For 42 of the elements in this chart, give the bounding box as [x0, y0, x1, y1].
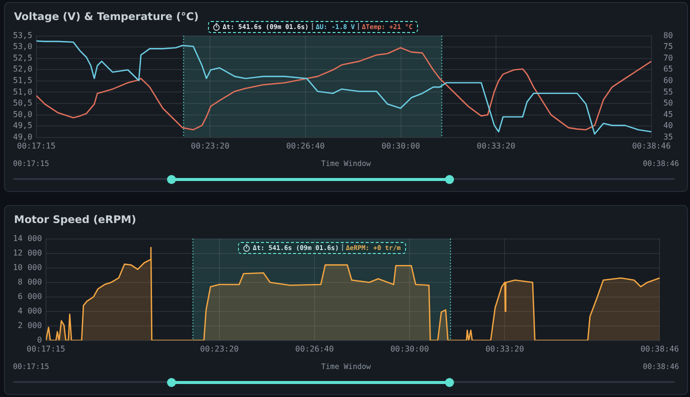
y2-tick-label: 60: [663, 76, 674, 86]
x-tick-label: 00:33:20: [476, 141, 516, 150]
x-tick-label: 00:23:20: [190, 141, 230, 150]
y2-tick-label: 65: [663, 64, 674, 74]
y2-tick-label: 75: [663, 42, 674, 52]
y-tick-label: 52,5: [13, 53, 32, 62]
x-tick-label: 00:33:20: [485, 344, 524, 354]
y-tick-label: 14 000: [12, 234, 42, 243]
y2-tick-label: 80: [663, 30, 674, 40]
y2-tick-label: 70: [663, 53, 674, 62]
y-tick-label: 0: [37, 335, 42, 344]
y-tick-label: 49,0: [13, 132, 32, 142]
y-tick-label: 50,0: [13, 110, 32, 119]
y-tick-label: 53,5: [13, 30, 32, 40]
y2-tick-label: 35: [663, 132, 674, 142]
y-tick-label: 51,0: [13, 87, 32, 96]
y-tick-label: 50,5: [13, 98, 32, 108]
x-tick-label: 00:38:46: [632, 141, 671, 150]
y2-tick-label: 45: [663, 110, 674, 119]
y2-tick-label: 50: [663, 98, 674, 108]
y2-tick-label: 55: [663, 87, 674, 96]
chart-title: Voltage (V) & Temperature (°C): [14, 11, 199, 23]
x-tick-label: 00:26:40: [295, 344, 334, 354]
y-tick-label: 53,0: [13, 42, 32, 52]
y-tick-label: 12 000: [12, 248, 42, 258]
x-tick-label: 00:17:15: [26, 344, 66, 354]
y-tick-label: 10 000: [12, 262, 42, 272]
x-tick-label: 00:23:20: [200, 344, 239, 354]
chart-title: Motor Speed (eRPM): [14, 214, 136, 226]
x-tick-label: 00:30:00: [390, 344, 430, 354]
y-tick-label: 2 000: [18, 320, 42, 330]
x-tick-label: 00:17:15: [17, 141, 56, 150]
y-tick-label: 6 000: [18, 292, 42, 301]
y-tick-label: 52,0: [13, 64, 32, 74]
y2-tick-label: 40: [663, 121, 674, 130]
y-tick-label: 49,5: [13, 121, 32, 130]
x-tick-label: 00:38:46: [640, 344, 680, 354]
y-tick-label: 8 000: [18, 277, 42, 286]
x-tick-label: 00:26:40: [286, 141, 325, 150]
y-tick-label: 4 000: [18, 306, 42, 316]
y-tick-label: 51,5: [13, 76, 32, 86]
x-tick-label: 00:30:00: [381, 141, 420, 150]
